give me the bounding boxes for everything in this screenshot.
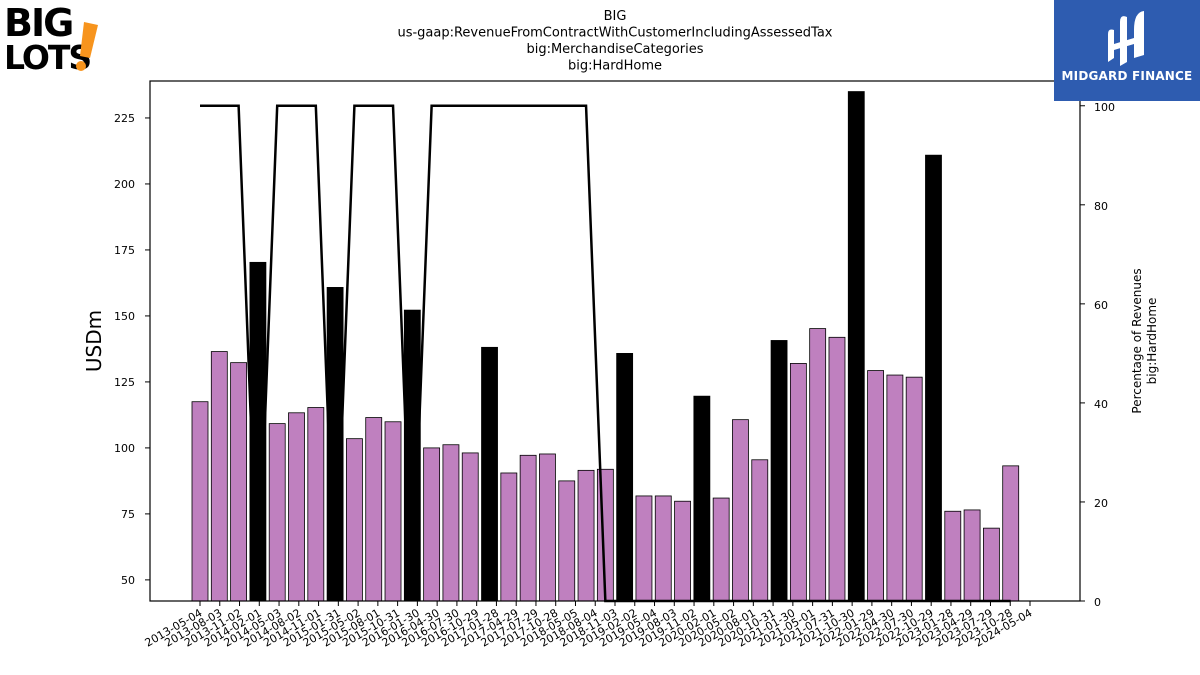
bar bbox=[867, 370, 884, 602]
bar bbox=[500, 472, 518, 602]
left-tick-label: 50 bbox=[121, 574, 135, 587]
bar bbox=[230, 362, 248, 602]
bar bbox=[461, 452, 479, 602]
bar bbox=[539, 453, 556, 602]
bar bbox=[770, 340, 788, 602]
big-lots-logo: BIG LOTS bbox=[0, 0, 104, 77]
y2-axis-label-line: Percentage of Revenues bbox=[1130, 268, 1144, 413]
bar bbox=[365, 417, 383, 602]
right-tick-label: 40 bbox=[1094, 398, 1108, 411]
bar bbox=[789, 363, 807, 602]
right-tick-label: 20 bbox=[1094, 497, 1108, 510]
midgard-logo-text: MIDGARD FINANCE bbox=[1061, 69, 1193, 83]
bar-series bbox=[191, 91, 1020, 602]
left-tick-label: 75 bbox=[121, 508, 135, 521]
bar bbox=[654, 495, 672, 602]
right-tick-label: 100 bbox=[1094, 101, 1115, 114]
bar bbox=[809, 328, 827, 602]
midgard-finance-logo: MIDGARD FINANCE bbox=[1054, 0, 1200, 101]
bar bbox=[886, 374, 904, 602]
bar bbox=[423, 447, 441, 602]
bar bbox=[712, 497, 730, 602]
bar bbox=[751, 459, 769, 602]
bar bbox=[288, 412, 305, 602]
bar bbox=[519, 454, 537, 602]
bar bbox=[384, 421, 402, 602]
left-tick-label: 200 bbox=[114, 178, 135, 191]
chart-title-line: us-gaap:RevenueFromContractWithCustomerI… bbox=[397, 26, 832, 41]
y2-axis-label: Percentage of Revenues big:HardHome bbox=[1130, 268, 1159, 413]
bar bbox=[828, 336, 846, 602]
bar bbox=[346, 438, 363, 602]
bar bbox=[210, 351, 228, 602]
left-tick-label: 125 bbox=[114, 376, 135, 389]
y2-axis-label-line: big:HardHome bbox=[1145, 298, 1159, 385]
right-tick-label: 80 bbox=[1094, 200, 1108, 213]
right-tick-label: 0 bbox=[1094, 596, 1101, 609]
left-tick-label: 175 bbox=[114, 244, 135, 257]
left-tick-label: 225 bbox=[114, 112, 135, 125]
left-y-axis: 50 75 100 125 150 175 200 225 bbox=[114, 112, 150, 587]
bar bbox=[674, 500, 691, 602]
bar bbox=[693, 395, 711, 602]
bar bbox=[925, 154, 942, 602]
bar bbox=[732, 419, 749, 602]
bar bbox=[963, 509, 981, 602]
svg-text:LOTS: LOTS bbox=[4, 38, 90, 76]
chart-title-line: big:MerchandiseCategories bbox=[526, 42, 703, 57]
bar bbox=[191, 401, 209, 602]
right-y-axis: 0 20 40 60 80 100 bbox=[1080, 101, 1115, 609]
bar bbox=[481, 346, 498, 602]
chart-title-line: big:HardHome bbox=[568, 59, 662, 74]
bar bbox=[558, 480, 576, 602]
chart-title-line: BIG bbox=[604, 9, 627, 24]
chart-title: BIG us-gaap:RevenueFromContractWithCustom… bbox=[397, 9, 832, 74]
x-axis: 2013-05-042013-08-032013-11-022014-02-01… bbox=[143, 601, 1035, 650]
bar bbox=[905, 376, 923, 602]
bar bbox=[1002, 465, 1020, 602]
left-tick-label: 150 bbox=[114, 310, 135, 323]
bar bbox=[635, 495, 653, 602]
bar bbox=[847, 91, 865, 602]
bar bbox=[577, 469, 595, 602]
bar bbox=[268, 423, 286, 602]
right-tick-label: 60 bbox=[1094, 299, 1108, 312]
left-tick-label: 100 bbox=[114, 442, 135, 455]
y-axis-label: USDm bbox=[82, 310, 106, 372]
bar bbox=[442, 444, 460, 602]
bar bbox=[616, 353, 634, 602]
bar bbox=[982, 527, 1000, 602]
bar bbox=[944, 510, 962, 602]
svg-text:BIG: BIG bbox=[4, 1, 72, 45]
bar bbox=[307, 407, 325, 602]
